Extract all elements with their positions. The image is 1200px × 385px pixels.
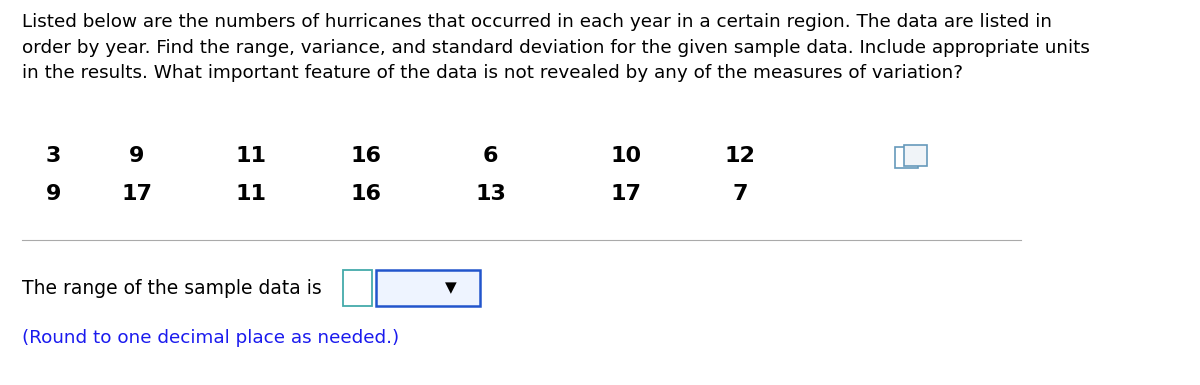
Text: 6: 6 xyxy=(482,146,498,166)
Text: (Round to one decimal place as needed.): (Round to one decimal place as needed.) xyxy=(23,329,400,347)
Text: 9: 9 xyxy=(46,184,61,204)
FancyBboxPatch shape xyxy=(904,145,926,166)
Text: 9: 9 xyxy=(128,146,144,166)
FancyBboxPatch shape xyxy=(376,270,480,306)
Text: 12: 12 xyxy=(725,146,756,166)
Text: 13: 13 xyxy=(475,184,506,204)
Text: 11: 11 xyxy=(235,184,266,204)
Text: 16: 16 xyxy=(350,184,382,204)
Text: 10: 10 xyxy=(611,146,641,166)
Text: 17: 17 xyxy=(121,184,152,204)
Text: Listed below are the numbers of hurricanes that occurred in each year in a certa: Listed below are the numbers of hurrican… xyxy=(23,13,1090,82)
Text: 3: 3 xyxy=(46,146,61,166)
FancyBboxPatch shape xyxy=(895,147,918,168)
Text: 16: 16 xyxy=(350,146,382,166)
Text: 11: 11 xyxy=(235,146,266,166)
FancyBboxPatch shape xyxy=(343,270,372,306)
Text: ▼: ▼ xyxy=(445,281,457,296)
Text: 17: 17 xyxy=(611,184,641,204)
Text: The range of the sample data is: The range of the sample data is xyxy=(23,279,322,298)
Text: 7: 7 xyxy=(732,184,748,204)
